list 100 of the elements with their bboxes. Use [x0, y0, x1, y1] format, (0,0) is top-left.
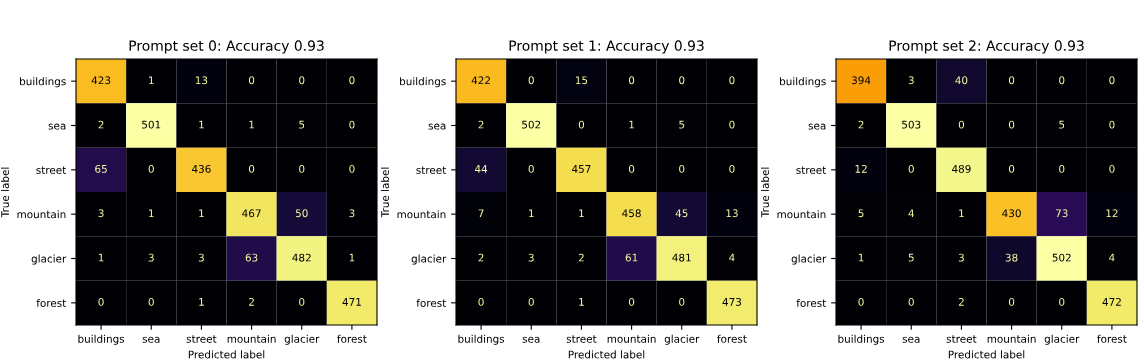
x-tick-label: street [186, 335, 217, 343]
data-label: 0 [1059, 297, 1065, 306]
data-label: 0 [729, 76, 735, 85]
data-label: 394 [851, 76, 871, 85]
data-label: 0 [1059, 164, 1065, 173]
y-tick-label: street [796, 166, 827, 174]
data-label: 502 [522, 120, 541, 129]
data-label: 436 [191, 164, 211, 173]
chart-title: Prompt set 2: Accuracy 0.93 [889, 40, 1084, 54]
data-label: 489 [951, 164, 971, 173]
data-label: 4 [729, 253, 735, 262]
data-label: 0 [349, 120, 355, 129]
data-label: 3 [198, 253, 204, 262]
y-tick-label: forest [796, 298, 827, 307]
data-label: 1 [199, 209, 204, 218]
data-label: 422 [471, 76, 490, 85]
data-label: 0 [578, 120, 585, 129]
x-tick-label: glacier [284, 334, 320, 345]
data-label: 0 [98, 297, 104, 306]
data-label: 0 [679, 164, 685, 173]
data-label: 15 [575, 76, 588, 85]
data-label: 0 [349, 164, 355, 173]
y-tick-label: forest [36, 298, 67, 307]
data-label: 0 [299, 297, 305, 306]
data-label: 0 [908, 297, 914, 306]
data-label: 0 [528, 164, 534, 173]
data-label: 5 [908, 253, 914, 262]
y-tick-label: mountain [17, 210, 66, 219]
x-tick-label: forest [337, 334, 367, 343]
y-tick-label: street [36, 166, 67, 174]
x-axis-title: Predicted label [188, 350, 265, 359]
y-tick-label: mountain [777, 210, 826, 219]
data-label: 0 [528, 297, 534, 306]
data-label: 0 [729, 120, 735, 129]
data-label: 3 [349, 209, 355, 218]
data-label: 0 [628, 76, 635, 85]
data-label: 467 [242, 209, 261, 218]
x-tick-label: forest [1097, 334, 1127, 343]
data-label: 0 [679, 297, 685, 306]
data-label: 4 [1109, 253, 1115, 262]
data-label: 5 [299, 120, 305, 129]
data-label: 2 [578, 253, 584, 262]
data-label: 423 [91, 76, 111, 85]
x-tick-label: buildings [458, 334, 505, 345]
data-label: 2 [478, 253, 484, 262]
data-label: 3 [148, 253, 154, 262]
data-label: 481 [672, 253, 691, 262]
data-label: 430 [1002, 209, 1021, 218]
x-tick-label: forest [717, 334, 747, 343]
y-tick-label: glacier [791, 254, 827, 265]
data-label: 12 [855, 164, 867, 173]
data-label: 13 [195, 76, 208, 85]
data-label: 1 [199, 120, 204, 129]
data-label: 0 [1059, 76, 1065, 85]
data-label: 3 [528, 253, 534, 262]
data-label: 1 [629, 120, 634, 129]
data-label: 61 [625, 253, 638, 262]
data-label: 0 [908, 164, 914, 173]
data-label: 1 [149, 209, 154, 218]
x-tick-label: sea [522, 336, 540, 343]
x-tick-label: glacier [664, 334, 700, 345]
data-label: 63 [245, 253, 258, 262]
data-label: 0 [958, 120, 965, 129]
data-label: 1 [579, 298, 584, 306]
x-tick-label: buildings [838, 334, 885, 345]
data-label: 0 [248, 164, 255, 173]
data-label: 5 [1059, 120, 1065, 129]
x-tick-label: street [946, 335, 977, 343]
data-label: 1 [529, 209, 534, 218]
data-label: 0 [148, 297, 154, 306]
data-label: 0 [349, 76, 355, 85]
data-label: 1 [959, 209, 964, 218]
y-tick-label: street [416, 166, 447, 174]
y-tick-label: mountain [397, 210, 446, 219]
y-tick-label: glacier [31, 254, 67, 265]
data-label: 3 [98, 209, 104, 218]
data-label: 73 [1055, 209, 1068, 218]
data-label: 0 [1109, 120, 1115, 129]
data-label: 0 [248, 76, 255, 85]
y-tick-label: buildings [20, 77, 66, 88]
data-label: 502 [1052, 253, 1071, 262]
x-tick-label: sea [142, 336, 160, 343]
data-label: 0 [1008, 297, 1015, 306]
data-label: 5 [679, 120, 685, 129]
x-axis-title: Predicted label [568, 350, 645, 359]
data-label: 1 [98, 253, 104, 262]
y-tick-label: buildings [400, 77, 446, 88]
data-label: 5 [858, 209, 864, 218]
y-tick-label: glacier [411, 254, 447, 265]
data-label: 50 [295, 209, 308, 218]
y-tick-label: buildings [780, 77, 826, 88]
data-label: 0 [528, 76, 534, 85]
data-label: 2 [858, 120, 864, 129]
data-label: 13 [726, 209, 738, 218]
x-tick-label: sea [902, 336, 920, 343]
data-label: 44 [474, 165, 488, 173]
data-label: 7 [478, 209, 484, 218]
data-label: 1 [349, 253, 355, 262]
data-label: 0 [858, 297, 864, 306]
data-label: 0 [1008, 120, 1015, 129]
